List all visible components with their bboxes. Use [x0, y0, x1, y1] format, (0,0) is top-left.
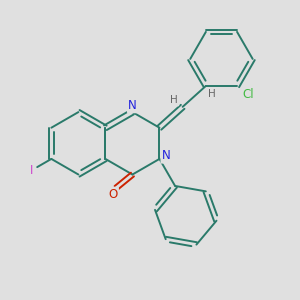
Text: H: H	[208, 89, 216, 99]
Text: H: H	[170, 95, 178, 105]
Text: I: I	[30, 164, 34, 177]
Text: N: N	[128, 99, 137, 112]
Text: N: N	[162, 149, 170, 162]
Text: O: O	[109, 188, 118, 201]
Text: Cl: Cl	[242, 88, 254, 101]
